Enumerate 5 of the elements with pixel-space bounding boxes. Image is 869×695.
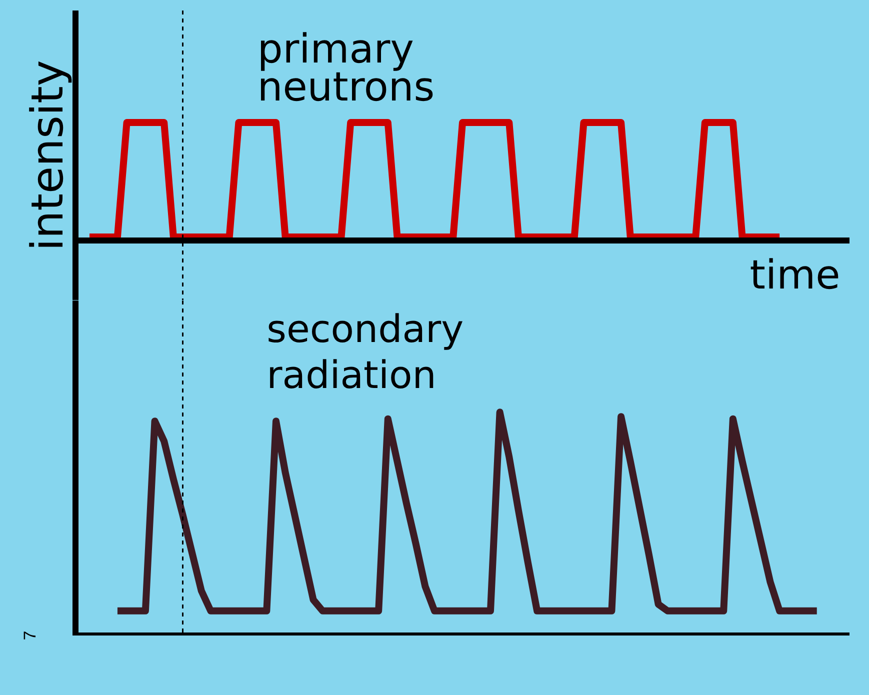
text: secondary radiation (266, 307, 464, 397)
x-axis-title: time (750, 252, 840, 298)
text: primary neutrons (257, 26, 435, 111)
text: 7 (20, 630, 40, 640)
y-axis-title: intensity (22, 60, 74, 251)
